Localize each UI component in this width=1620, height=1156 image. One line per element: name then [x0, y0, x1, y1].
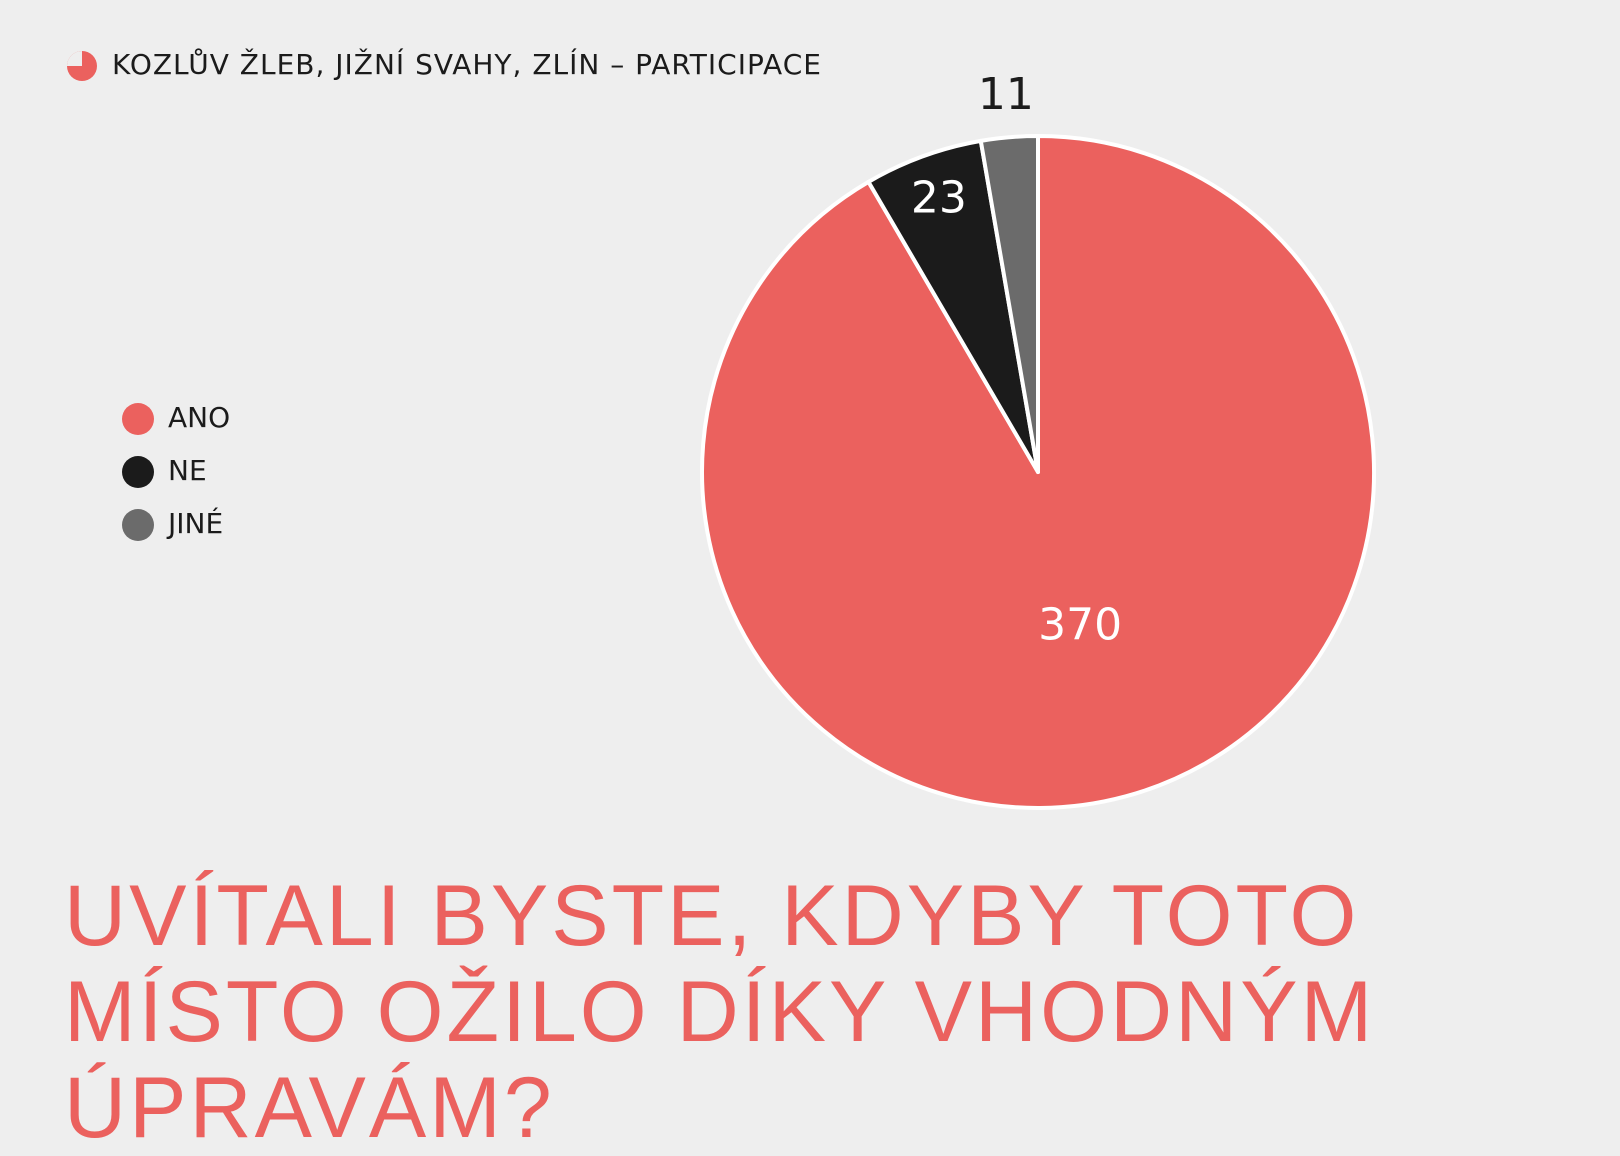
- legend-label: JINÉ: [166, 506, 223, 540]
- data-label: 11: [978, 69, 1034, 120]
- legend-label: ANO: [168, 401, 230, 434]
- title-icon: [67, 51, 97, 81]
- legend-swatch: [122, 456, 154, 488]
- legend-label: NE: [168, 454, 207, 487]
- pie-slice: [978, 134, 1040, 474]
- chart: KOZLŮV ŽLEB, JIŽNÍ SVAHY, ZLÍN – PARTICI…: [67, 47, 1376, 810]
- page: {"chart_data": {"type": "pie", "title": …: [64, 47, 1376, 1156]
- legend-swatch: [122, 509, 154, 541]
- legend-swatch: [122, 403, 154, 435]
- data-label: 23: [911, 173, 967, 224]
- question: UVÍTALI BYSTE, KDYBY TOTO MÍSTO OŽILO DÍ…: [64, 868, 1376, 1156]
- chart-title: KOZLŮV ŽLEB, JIŽNÍ SVAHY, ZLÍN – PARTICI…: [112, 47, 822, 81]
- data-label: 370: [1038, 600, 1122, 651]
